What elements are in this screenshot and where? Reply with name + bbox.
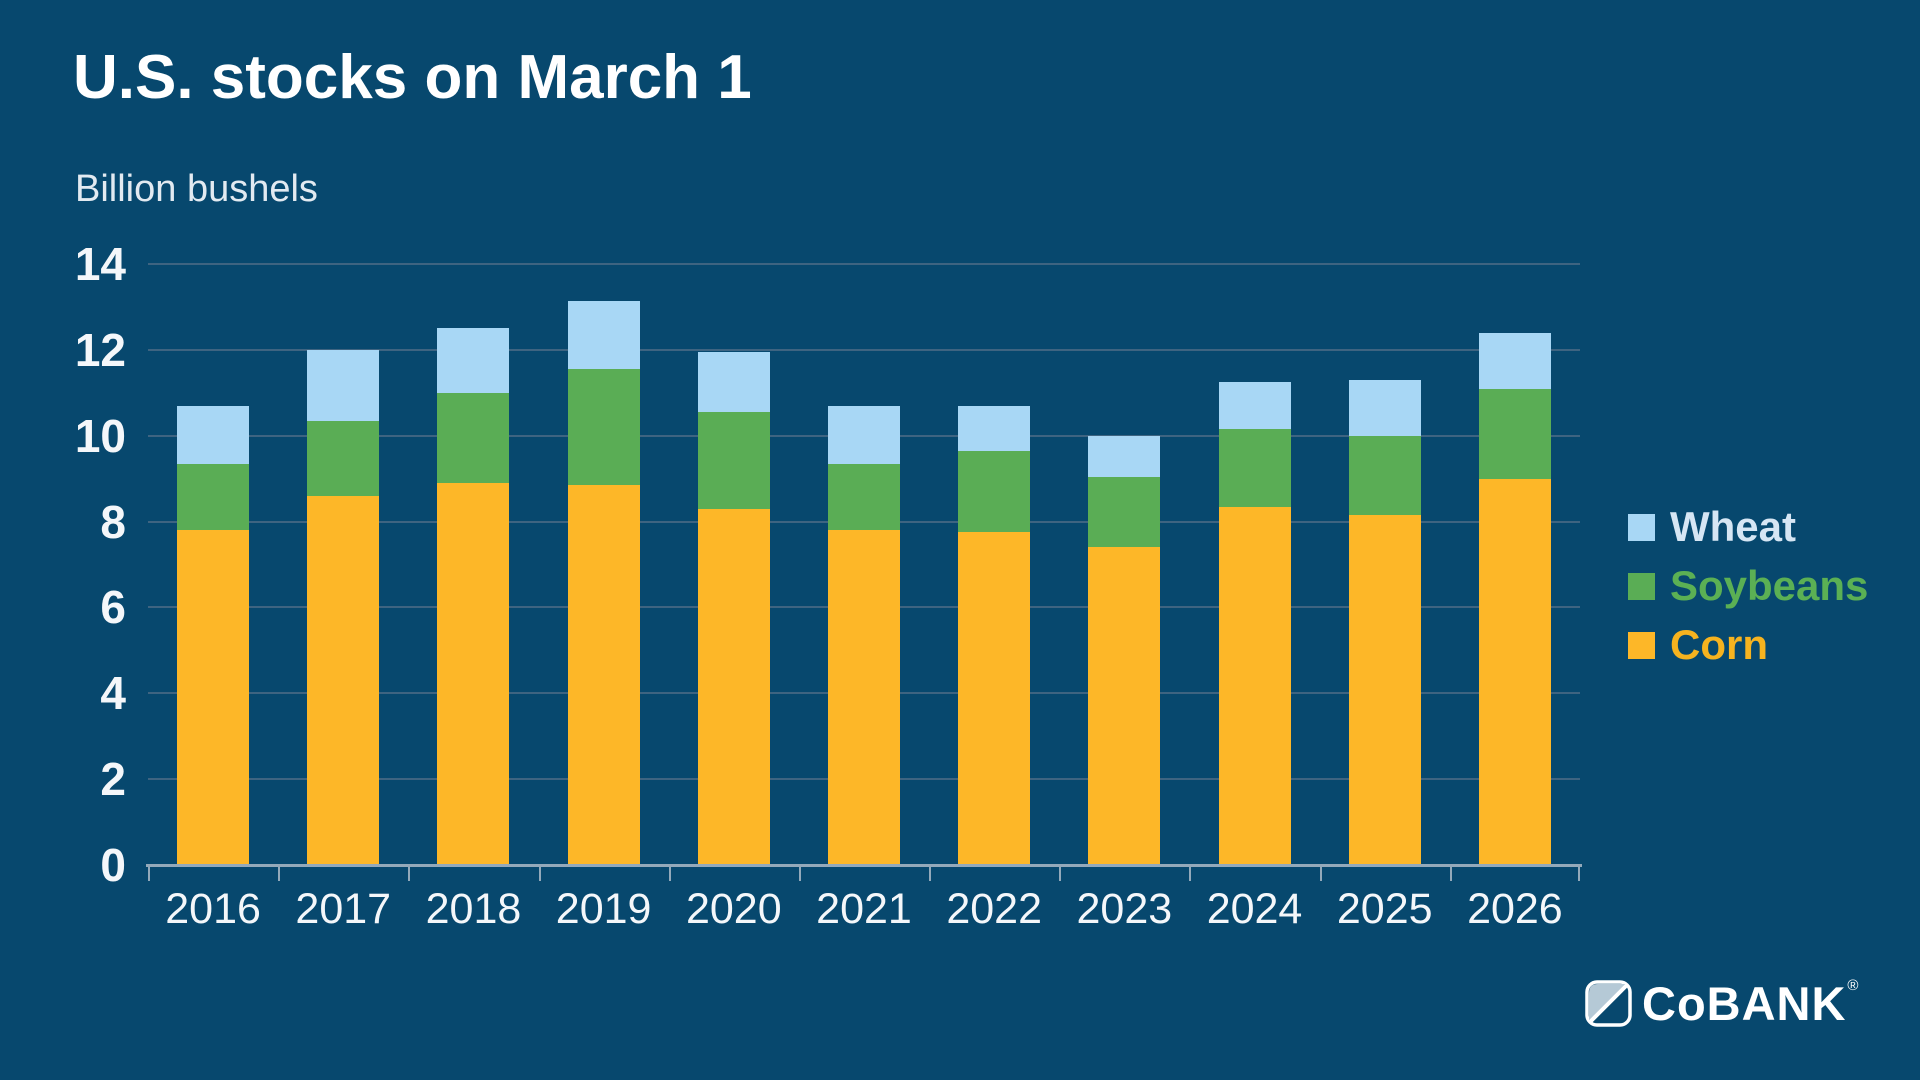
bar-2025-wheat (1348, 379, 1421, 436)
bar-2016-soybeans (177, 463, 250, 531)
chart-title: U.S. stocks on March 1 (73, 43, 752, 112)
bar-2022-wheat (958, 405, 1031, 451)
legend-item-corn: Corn (1628, 624, 1868, 666)
y-tick-label: 0 (100, 839, 126, 891)
bar-2021-corn (828, 530, 900, 865)
bar-2017-corn (307, 495, 380, 865)
x-tick-label-2020: 2020 (685, 885, 782, 933)
y-tick-label: 6 (100, 581, 126, 634)
x-tick (1319, 865, 1322, 881)
y-tick-label: 4 (100, 667, 126, 720)
y-tick-label: 8 (100, 495, 126, 548)
x-tick (408, 865, 411, 881)
x-tick-label-2026: 2026 (1467, 885, 1563, 933)
bar-2021-soybeans (828, 463, 900, 531)
legend-swatch-corn (1628, 631, 1655, 659)
bar-2019-wheat (567, 300, 640, 370)
bar-2025-corn (1348, 515, 1421, 865)
bar-2022-soybeans (958, 450, 1031, 533)
x-tick-label-2017: 2017 (295, 885, 392, 933)
x-tick (668, 865, 671, 881)
legend-label-soybeans: Soybeans (1670, 562, 1869, 609)
x-tick (278, 865, 281, 881)
cobank-logo-icon (1585, 980, 1632, 1027)
x-tick-label-2025: 2025 (1336, 885, 1433, 933)
bar-2024-soybeans (1218, 429, 1291, 507)
cobank-logo: CoBANK ® (1585, 977, 1859, 1030)
bar-2026-soybeans (1478, 388, 1551, 479)
x-tick (148, 865, 150, 881)
x-tick-label-2016: 2016 (165, 885, 261, 933)
legend-label-wheat: Wheat (1670, 503, 1796, 550)
x-tick-label-2021: 2021 (816, 885, 912, 933)
x-tick (929, 865, 932, 881)
cobank-logo-text: CoBANK (1642, 977, 1847, 1030)
gridline-14 (148, 263, 1580, 265)
x-tick-label-2022: 2022 (946, 885, 1042, 933)
legend-item-soybeans: Soybeans (1628, 565, 1868, 607)
bar-2026-wheat (1478, 332, 1551, 389)
x-tick (538, 865, 541, 881)
bar-2017-soybeans (307, 420, 380, 496)
y-tick-label: 10 (74, 409, 126, 462)
bar-2023-soybeans (1088, 476, 1161, 548)
legend-swatch-soybeans (1628, 572, 1655, 600)
bar-2021-wheat (828, 405, 900, 464)
bar-2020-corn (697, 508, 770, 865)
registered-mark: ® (1847, 977, 1859, 994)
bar-2022-corn (958, 532, 1031, 865)
bar-2018-soybeans (437, 392, 510, 483)
x-tick-label-2023: 2023 (1076, 885, 1173, 933)
chart-subtitle: Billion bushels (75, 168, 318, 210)
legend-swatch-wheat (1628, 513, 1655, 541)
plot-area (146, 263, 1582, 881)
x-tick (1449, 865, 1452, 881)
bar-2019-soybeans (567, 369, 640, 486)
x-tick (1189, 865, 1192, 881)
y-tick-label: 12 (74, 323, 126, 376)
x-tick (1059, 865, 1062, 881)
y-tick-label: 14 (74, 238, 126, 290)
x-axis-line (146, 864, 1582, 867)
legend-item-wheat: Wheat (1628, 506, 1868, 548)
bar-2023-corn (1088, 547, 1161, 865)
bar-2023-wheat (1088, 435, 1161, 477)
bar-2026-corn (1478, 478, 1551, 865)
bar-2017-wheat (307, 349, 380, 421)
bar-2019-corn (567, 485, 640, 865)
bar-2018-corn (437, 482, 510, 865)
legend: Wheat Soybeans Corn (1628, 506, 1868, 666)
bar-2024-corn (1218, 506, 1291, 865)
x-tick (1578, 865, 1580, 881)
x-tick-label-2019: 2019 (555, 885, 652, 933)
bar-2025-soybeans (1348, 435, 1421, 516)
bar-2024-wheat (1218, 382, 1291, 430)
bar-2016-wheat (177, 405, 250, 464)
bar-2016-corn (177, 530, 250, 865)
x-tick-label-2018: 2018 (425, 885, 522, 933)
x-tick (798, 865, 801, 881)
gridline-12 (148, 348, 1580, 351)
y-tick-label: 2 (100, 753, 126, 806)
bar-2020-wheat (697, 352, 770, 413)
legend-label-corn: Corn (1670, 621, 1768, 668)
bar-2020-soybeans (697, 412, 770, 509)
x-tick-label-2024: 2024 (1206, 885, 1303, 933)
bar-2018-wheat (437, 328, 510, 393)
